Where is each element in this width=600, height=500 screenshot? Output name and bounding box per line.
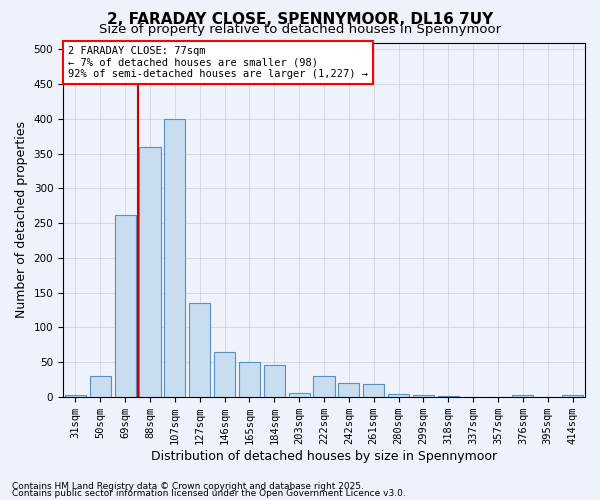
Text: Contains HM Land Registry data © Crown copyright and database right 2025.: Contains HM Land Registry data © Crown c… <box>12 482 364 491</box>
Y-axis label: Number of detached properties: Number of detached properties <box>15 121 28 318</box>
Bar <box>90 376 111 396</box>
X-axis label: Distribution of detached houses by size in Spennymoor: Distribution of detached houses by size … <box>151 450 497 462</box>
Bar <box>363 384 384 396</box>
Bar <box>139 146 161 396</box>
Bar <box>214 352 235 397</box>
Bar <box>264 366 285 396</box>
Text: Size of property relative to detached houses in Spennymoor: Size of property relative to detached ho… <box>99 22 501 36</box>
Text: 2, FARADAY CLOSE, SPENNYMOOR, DL16 7UY: 2, FARADAY CLOSE, SPENNYMOOR, DL16 7UY <box>107 12 493 28</box>
Bar <box>338 383 359 396</box>
Bar <box>313 376 335 396</box>
Bar <box>388 394 409 396</box>
Text: 2 FARADAY CLOSE: 77sqm
← 7% of detached houses are smaller (98)
92% of semi-deta: 2 FARADAY CLOSE: 77sqm ← 7% of detached … <box>68 46 368 79</box>
Bar <box>164 119 185 396</box>
Bar <box>239 362 260 396</box>
Text: Contains public sector information licensed under the Open Government Licence v3: Contains public sector information licen… <box>12 489 406 498</box>
Bar <box>189 303 210 396</box>
Bar <box>115 214 136 396</box>
Bar <box>289 393 310 396</box>
